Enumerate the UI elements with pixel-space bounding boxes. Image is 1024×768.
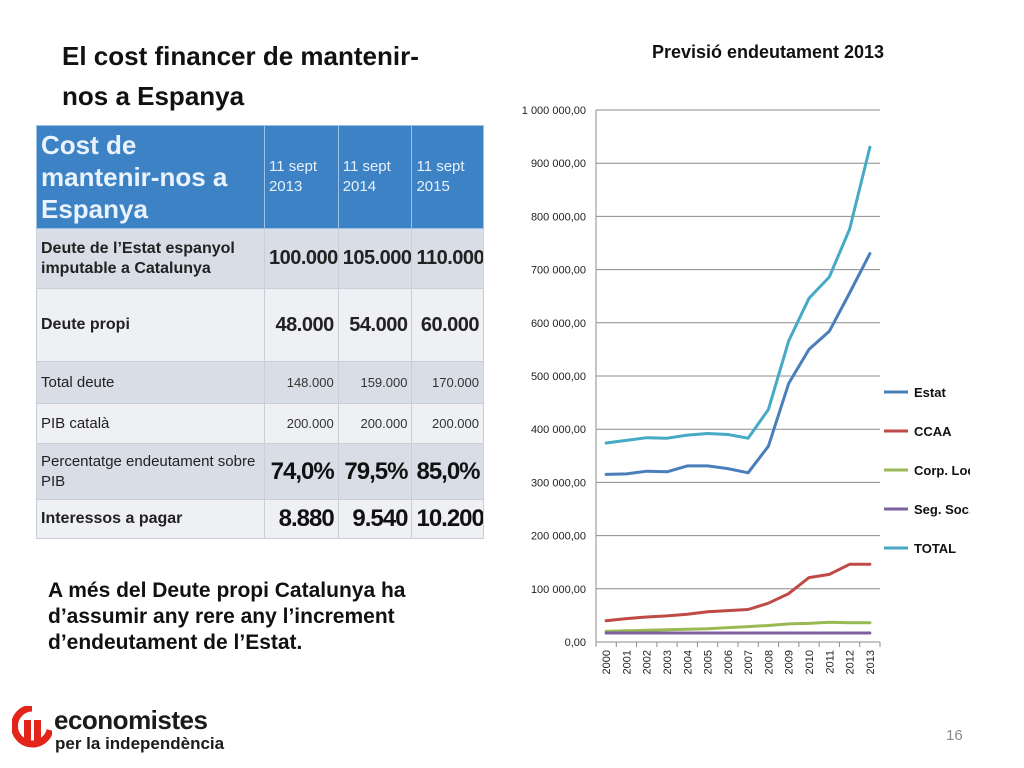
brand-name: economistes <box>54 705 208 735</box>
x-tick-label: 2008 <box>763 650 775 674</box>
series-line-estat <box>604 252 872 476</box>
x-tick-label: 2006 <box>723 650 735 674</box>
table-cell: 9.540 <box>337 499 413 539</box>
table-cell: 200.000 <box>337 403 413 444</box>
x-tick-label: 2003 <box>662 650 674 674</box>
y-tick-label: 300 000,00 <box>531 477 586 489</box>
table-cell: 159.000 <box>337 361 413 404</box>
y-tick-label: 900 000,00 <box>531 158 586 170</box>
table-cell: 60.000 <box>411 288 484 362</box>
brand-mark-icon <box>12 706 52 748</box>
table-cell: 200.000 <box>263 403 339 444</box>
x-tick-label: 2013 <box>865 650 877 674</box>
brand-logo: economistes per la independència <box>12 700 272 760</box>
table-cell: 170.000 <box>411 361 484 404</box>
table-cell: 48.000 <box>263 288 339 362</box>
x-tick-label: 2005 <box>703 650 715 674</box>
cost-table: Cost de mantenir-nos a Espanya 11 sept 2… <box>36 125 484 539</box>
year-2015: 11 sept 2015 <box>411 125 484 229</box>
table-row: Deute propi 48.000 54.000 60.000 <box>36 288 484 362</box>
table-row: Total deute 148.000 159.000 170.000 <box>36 361 484 404</box>
slide-title: El cost financer de mantenir-nos a Espan… <box>62 41 419 111</box>
x-tick-label: 2010 <box>804 650 816 674</box>
row-label-state-debt: Deute de l’Estat espanyol imputable a Ca… <box>36 228 265 289</box>
table-cell: 110.000 <box>411 228 484 289</box>
x-tick-label: 2011 <box>824 650 836 674</box>
y-tick-label: 200 000,00 <box>531 531 586 543</box>
y-tick-label: 500 000,00 <box>531 371 586 383</box>
year-2014: 11 sept 2014 <box>337 125 413 229</box>
legend-label-ccaa: CCAA <box>914 424 952 439</box>
y-tick-label: 700 000,00 <box>531 265 586 277</box>
y-tick-label: 1 000 000,00 <box>522 105 586 117</box>
table-cell: 8.880 <box>263 499 339 539</box>
series-line-corp-locals <box>604 620 872 633</box>
x-tick-label: 2002 <box>642 650 654 674</box>
table-cell: 105.000 <box>337 228 413 289</box>
legend-label-total: TOTAL <box>914 541 956 556</box>
table-row: Percentatge endeutament sobre PIB 74,0% … <box>36 443 484 500</box>
legend-label-estat: Estat <box>914 385 946 400</box>
cost-table-image: Cost de mantenir-nos a Espanya 11 sept 2… <box>36 125 484 539</box>
table-cell: 200.000 <box>411 403 484 444</box>
row-label-gdp: PIB català <box>36 403 265 444</box>
table-cell: 54.000 <box>337 288 413 362</box>
row-label-own-debt: Deute propi <box>36 288 265 362</box>
x-tick-label: 2009 <box>784 650 796 674</box>
brand-subtitle: per la independència <box>55 734 225 753</box>
x-tick-label: 2004 <box>682 650 694 674</box>
legend-label-corp-locals: Corp. Locals <box>914 463 970 478</box>
legend-label-seg-soc: Seg. Soc. <box>914 502 970 517</box>
chart-svg: Previsió endeutament 2013 0,00 100 000,00 2… <box>522 42 970 674</box>
table-cell: 148.000 <box>263 361 339 404</box>
series-line-total <box>604 145 872 445</box>
table-cell: 10.200 <box>411 499 484 539</box>
x-tick-label: 2000 <box>601 650 613 674</box>
cost-table-title: Cost de mantenir-nos a Espanya <box>36 125 265 229</box>
row-label-debt-ratio: Percentatge endeutament sobre PIB <box>36 443 265 500</box>
table-cell: 74,0% <box>263 443 339 500</box>
table-cell: 100.000 <box>263 228 339 289</box>
page-number: 16 <box>946 727 963 744</box>
x-tick-label: 2001 <box>621 650 633 674</box>
series-line-ccaa <box>604 562 872 623</box>
table-cell: 79,5% <box>337 443 413 500</box>
table-row: Interessos a pagar 8.880 9.540 10.200 <box>36 499 484 539</box>
note-text: A més del Deute propi Catalunya ha d’ass… <box>48 579 406 654</box>
x-tick-label: 2007 <box>743 650 755 674</box>
table-row: Deute de l’Estat espanyol imputable a Ca… <box>36 228 484 289</box>
cost-table-header-row: Cost de mantenir-nos a Espanya 11 sept 2… <box>36 125 484 229</box>
table-row: PIB català 200.000 200.000 200.000 <box>36 403 484 444</box>
row-label-total-debt: Total deute <box>36 361 265 404</box>
y-tick-label: 400 000,00 <box>531 424 586 436</box>
y-tick-label: 100 000,00 <box>531 584 586 596</box>
x-tick-label: 2012 <box>845 650 857 674</box>
y-tick-label: 800 000,00 <box>531 211 586 223</box>
y-tick-label: 0,00 <box>565 637 586 649</box>
y-tick-label: 600 000,00 <box>531 318 586 330</box>
year-2013: 11 sept 2013 <box>263 125 339 229</box>
row-label-interest: Interessos a pagar <box>36 499 265 539</box>
debt-forecast-chart: Previsió endeutament 2013 0,00 100 000,00 2… <box>500 30 970 700</box>
table-cell: 85,0% <box>411 443 484 500</box>
chart-title: Previsió endeutament 2013 <box>652 42 884 62</box>
